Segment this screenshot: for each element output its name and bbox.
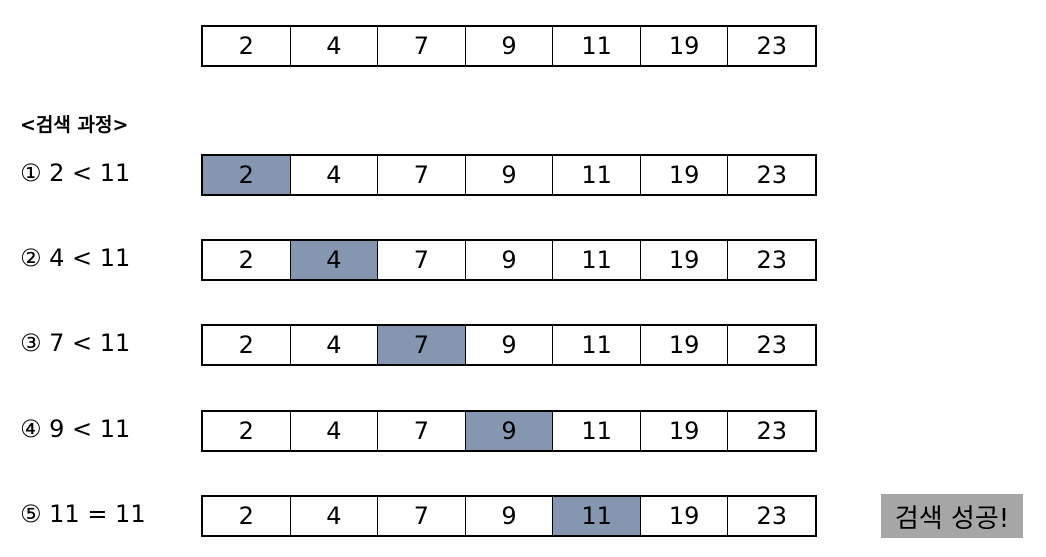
step-3-cell-5: 19 — [641, 326, 729, 364]
step-1-cell-5: 19 — [641, 156, 729, 194]
step-array-4: 2 4 7 9 11 19 23 — [201, 410, 817, 452]
step-4-cell-4: 11 — [553, 412, 641, 450]
step-3-cell-2: 7 — [378, 326, 466, 364]
step-3-cell-1: 4 — [291, 326, 379, 364]
step-1-cell-3: 9 — [466, 156, 554, 194]
step-label-1: ① 2 < 11 — [20, 159, 131, 187]
step-2-cell-3: 9 — [466, 241, 554, 279]
step-4-cell-3: 9 — [465, 412, 554, 450]
step-5-cell-1: 4 — [291, 497, 379, 535]
step-2-cell-5: 19 — [641, 241, 729, 279]
step-1-cell-6: 23 — [756, 161, 788, 189]
step-5-cell-5: 19 — [641, 497, 729, 535]
step-array-1: 2 4 7 9 11 19 23 — [201, 154, 817, 196]
step-2-cell-1: 4 — [290, 241, 379, 279]
step-4-cell-0: 2 — [203, 412, 291, 450]
step-1-cell-2: 7 — [378, 156, 466, 194]
step-1-cell-4: 11 — [553, 156, 641, 194]
section-title: <검색 과정> — [20, 114, 129, 136]
initial-array-cell-5: 19 — [641, 27, 729, 65]
step-1-cell-1: 4 — [291, 156, 379, 194]
step-label-5: ⑤ 11 = 11 — [20, 500, 146, 528]
step-5-cell-4: 11 — [553, 497, 641, 535]
step-2-cell-6: 23 — [756, 246, 788, 274]
step-2-cell-0: 2 — [203, 241, 291, 279]
step-5-cell-0: 2 — [203, 497, 291, 535]
step-4-cell-1: 4 — [291, 412, 379, 450]
step-label-2: ② 4 < 11 — [20, 244, 131, 272]
step-1-cell-0: 2 — [203, 156, 291, 194]
step-2-cell-2: 7 — [378, 241, 466, 279]
step-3-cell-4: 11 — [553, 326, 641, 364]
step-2-cell-4: 11 — [553, 241, 641, 279]
result-badge: 검색 성공! — [881, 494, 1023, 538]
initial-array: 2 4 7 9 11 19 23 — [201, 25, 817, 67]
step-5-cell-2: 7 — [378, 497, 466, 535]
initial-array-cell-1: 4 — [291, 27, 379, 65]
step-4-cell-6: 23 — [756, 417, 788, 445]
initial-array-cell-0: 2 — [203, 27, 291, 65]
initial-array-cell-6: 23 — [756, 32, 788, 60]
step-array-5: 2 4 7 9 11 19 23 — [201, 495, 817, 537]
step-4-cell-2: 7 — [378, 412, 466, 450]
step-label-4: ④ 9 < 11 — [20, 415, 131, 443]
initial-array-cell-3: 9 — [466, 27, 554, 65]
step-3-cell-6: 23 — [756, 331, 788, 359]
step-label-3: ③ 7 < 11 — [20, 329, 131, 357]
step-5-cell-3: 9 — [466, 497, 554, 535]
step-array-3: 2 4 7 9 11 19 23 — [201, 324, 817, 366]
initial-array-cell-2: 7 — [378, 27, 466, 65]
step-3-cell-3: 9 — [466, 326, 554, 364]
step-array-2: 2 4 7 9 11 19 23 — [201, 239, 817, 281]
step-3-cell-0: 2 — [203, 326, 291, 364]
step-4-cell-5: 19 — [641, 412, 729, 450]
initial-array-cell-4: 11 — [553, 27, 641, 65]
step-5-cell-6: 23 — [756, 502, 788, 530]
